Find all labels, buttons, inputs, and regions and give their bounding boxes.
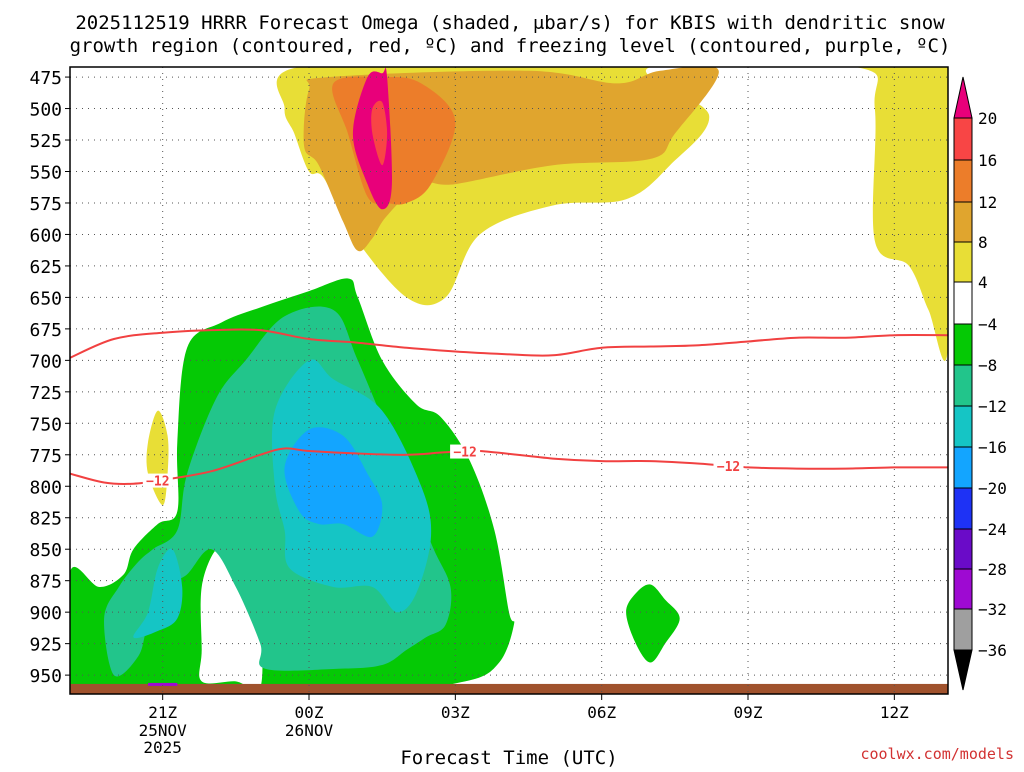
- colorbar-segment-11: [953, 568, 973, 610]
- x-axis-title: Forecast Time (UTC): [400, 747, 617, 768]
- contour-label-bg-2: [713, 458, 744, 473]
- colorbar-label-7: −12: [978, 397, 1007, 416]
- y-tick-label-700: 700: [29, 351, 62, 372]
- plot-area: −12 −12 −12: [69, 66, 949, 695]
- colorbar-label-3: 8: [978, 233, 988, 252]
- y-tick-label-950: 950: [29, 666, 62, 687]
- terrain-strip: [70, 683, 948, 694]
- colorbar: 20 16 12 8 4 −4 −8 −12 −16 −20 −24 −28 −32 −36: [953, 76, 1007, 691]
- contour-label-bg-0: [142, 473, 173, 488]
- colorbar-label-8: −16: [978, 438, 1007, 457]
- y-tick-label-850: 850: [29, 540, 62, 561]
- y-tick-label-875: 875: [29, 572, 62, 593]
- y-tick-label-775: 775: [29, 446, 62, 467]
- x-tick-label-06Z: 06Z: [587, 703, 616, 722]
- contour-line-dgz-bottom: [70, 447, 948, 485]
- omega-region-11: [284, 427, 383, 538]
- ground-omega-mark: [148, 682, 178, 686]
- y-tick-label-475: 475: [29, 68, 62, 89]
- omega-region-5: [371, 100, 388, 166]
- colorbar-segment-8: [953, 446, 973, 489]
- y-tick-label-825: 825: [29, 509, 62, 530]
- axis-layer: 475 500 525 550 575 600 625 650 675 700 725 750 775 8…: [29, 68, 909, 757]
- colorbar-segment-7: [953, 405, 973, 448]
- chart-title-line1: 2025112519 HRRR Forecast Omega (shaded, …: [75, 12, 945, 34]
- colorbar-segment-10: [953, 528, 973, 570]
- y-tick-label-550: 550: [29, 163, 62, 184]
- y-tick-label-650: 650: [29, 288, 62, 309]
- colorbar-label-10: −24: [978, 520, 1007, 539]
- omega-region-10: [133, 548, 183, 639]
- x-tick-label-21Z: 21Z: [148, 703, 177, 722]
- x-tick-date-21Z: 25NOV: [139, 721, 188, 740]
- chart-title-line2: growth region (contoured, red, ºC) and f…: [70, 35, 951, 57]
- y-tick-label-600: 600: [29, 225, 62, 246]
- contour-layer: −12 −12 −12: [70, 328, 948, 490]
- colorbar-label-13: −36: [978, 641, 1007, 660]
- colorbar-label-12: −32: [978, 600, 1007, 619]
- colorbar-segment-5: [953, 323, 973, 366]
- colorbar-label-9: −20: [978, 479, 1007, 498]
- y-tick-label-725: 725: [29, 383, 62, 404]
- plot-frame: [69, 66, 949, 695]
- contour-label-bg-1: [450, 444, 481, 459]
- y-tick-label-925: 925: [29, 635, 62, 656]
- x-tick-year-21Z: 2025: [143, 738, 182, 757]
- x-tick-label-12Z: 12Z: [880, 703, 909, 722]
- colorbar-cap-top: [953, 76, 973, 119]
- x-tick-date-00Z: 26NOV: [285, 721, 334, 740]
- y-tick-label-750: 750: [29, 414, 62, 435]
- y-tick-label-800: 800: [29, 477, 62, 498]
- y-tick-label-900: 900: [29, 603, 62, 624]
- colorbar-segment-1: [953, 159, 973, 203]
- y-tick-label-675: 675: [29, 320, 62, 341]
- colorbar-segment-3: [953, 241, 973, 283]
- contour-line-dgz-top: [70, 328, 948, 359]
- contour-label-0: −12: [146, 475, 169, 490]
- x-tick-label-03Z: 03Z: [441, 703, 470, 722]
- colorbar-segment-4: [953, 281, 973, 325]
- contour-label-1: −12: [453, 446, 476, 461]
- omega-region-12: [626, 584, 680, 663]
- colorbar-segment-2: [953, 201, 973, 243]
- contour-label-2: −12: [717, 460, 740, 475]
- y-tick-label-500: 500: [29, 100, 62, 121]
- colorbar-label-11: −28: [978, 560, 1007, 579]
- x-tick-label-09Z: 09Z: [734, 703, 763, 722]
- colorbar-segment-9: [953, 487, 973, 530]
- credit-text: coolwx.com/models: [860, 745, 1014, 763]
- colorbar-label-0: 20: [978, 109, 997, 128]
- omega-fill-layer: [70, 67, 948, 694]
- y-tick-label-525: 525: [29, 131, 62, 152]
- colorbar-cap-bottom: [953, 649, 973, 691]
- colorbar-label-5: −4: [978, 315, 997, 334]
- colorbar-label-1: 16: [978, 151, 997, 170]
- colorbar-label-4: 4: [978, 273, 988, 292]
- colorbar-segment-0: [953, 117, 973, 161]
- colorbar-segment-6: [953, 364, 973, 407]
- colorbar-label-6: −8: [978, 356, 997, 375]
- x-tick-label-00Z: 00Z: [295, 703, 324, 722]
- colorbar-label-2: 12: [978, 193, 997, 212]
- y-tick-label-575: 575: [29, 194, 62, 215]
- y-tick-label-625: 625: [29, 257, 62, 278]
- colorbar-segment-12: [953, 608, 973, 651]
